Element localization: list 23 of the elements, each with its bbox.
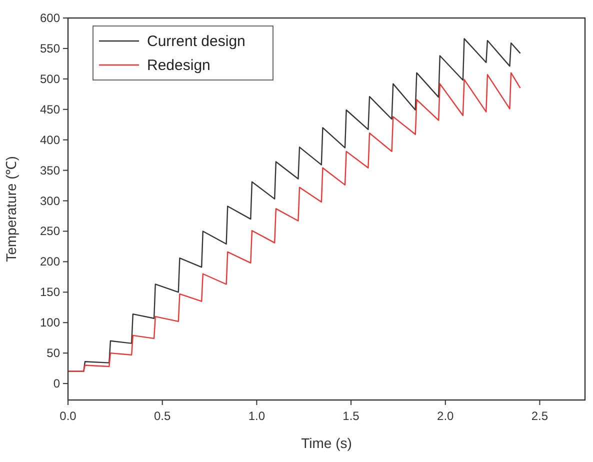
y-axis-title: Temperature (℃)	[3, 156, 19, 262]
y-tick-label: 550	[40, 41, 60, 56]
legend-label: Redesign	[147, 57, 210, 74]
y-tick-label: 600	[40, 11, 60, 25]
x-tick-label: 0.5	[154, 409, 172, 423]
y-tick-label: 450	[40, 102, 60, 116]
y-tick-label: 100	[40, 316, 60, 330]
y-tick-label: 500	[40, 72, 60, 86]
x-tick-label: 1.5	[342, 409, 360, 423]
legend-label: Current design	[147, 33, 246, 50]
y-tick-label: 400	[40, 132, 60, 147]
x-tick-label: 2.5	[531, 409, 548, 423]
y-tick-label: 350	[40, 163, 60, 178]
x-tick-label: 0.0	[60, 409, 77, 423]
y-tick-label: 0	[53, 376, 60, 391]
x-tick-label: 1.0	[248, 409, 266, 423]
y-tick-label: 150	[40, 285, 60, 300]
y-tick-label: 50	[46, 346, 60, 360]
y-tick-label: 200	[40, 254, 60, 269]
y-tick-label: 250	[40, 224, 60, 238]
x-axis-title: Time (s)	[301, 435, 352, 451]
x-tick-label: 2.0	[437, 409, 454, 423]
y-tick-label: 300	[40, 194, 60, 208]
